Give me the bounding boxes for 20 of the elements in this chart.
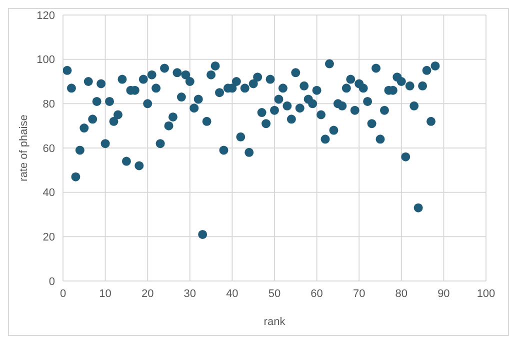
y-tick-label: 120 (36, 10, 55, 22)
y-axis-title: rate of phaise (18, 114, 30, 182)
x-tick-label: 10 (99, 288, 112, 300)
y-tick-label: 100 (36, 54, 55, 66)
y-tick-label: 60 (42, 142, 55, 155)
x-tick-label: 70 (352, 288, 366, 300)
x-tick-label: 90 (438, 288, 450, 300)
x-tick-label: 40 (226, 288, 238, 300)
y-tick-label: 40 (42, 187, 55, 200)
y-tick-label: 20 (42, 232, 55, 244)
y-tick-label: 0 (48, 276, 55, 288)
x-tick-label: 20 (141, 288, 154, 300)
x-tick-label: 80 (395, 288, 408, 300)
x-tick-label: 60 (310, 288, 323, 300)
x-tick-label: 100 (476, 288, 496, 300)
y-tick-label: 80 (42, 98, 55, 111)
x-tick-label: 30 (184, 288, 196, 300)
x-tick-label: 50 (268, 288, 281, 300)
x-axis-title: rank (264, 316, 286, 328)
x-tick-label: 0 (60, 288, 66, 300)
